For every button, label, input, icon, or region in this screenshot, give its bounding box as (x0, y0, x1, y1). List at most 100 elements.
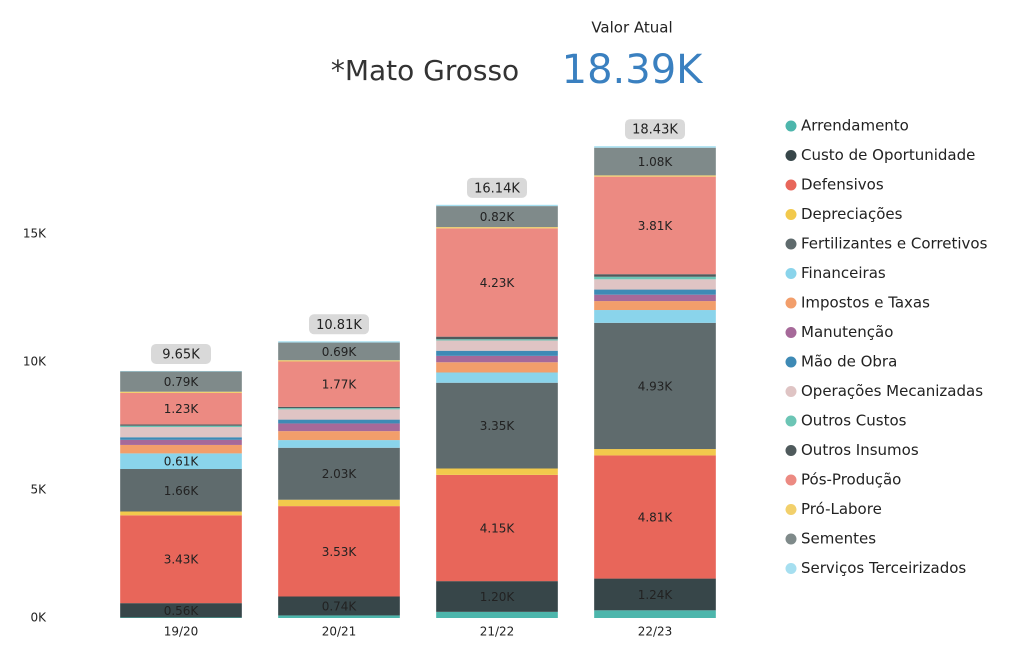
bar-segment (278, 360, 400, 362)
legend-swatch (785, 533, 797, 545)
legend-label: Pró-Labore (801, 500, 882, 518)
bar-segment (278, 406, 400, 409)
chart-title: *Mato Grosso (331, 54, 519, 87)
bar-segment (278, 447, 400, 500)
bar-segment (278, 361, 400, 407)
legend-swatch (785, 120, 797, 132)
segment-label: 0.69K (322, 345, 358, 359)
bar-segment (120, 603, 242, 618)
bar-segment (594, 175, 716, 177)
kpi-value: 18.39K (562, 47, 705, 93)
bar-segment (594, 455, 716, 579)
bar-segment (594, 578, 716, 611)
bar-segment (436, 362, 558, 373)
legend-label: Fertilizantes e Corretivos (801, 235, 988, 253)
legend-label: Serviços Terceirizados (801, 559, 966, 577)
bar-segment (120, 392, 242, 425)
legend-label: Defensivos (801, 176, 884, 194)
bar-segment (120, 444, 242, 454)
y-tick-label: 15K (23, 227, 47, 241)
segment-label: 1.77K (322, 378, 358, 392)
segment-label: 1.66K (164, 484, 200, 498)
legend-swatch (785, 504, 797, 515)
segment-label: 2.03K (322, 467, 358, 481)
segment-label: 1.20K (480, 590, 516, 604)
bar-segment (594, 289, 716, 295)
bar-segment (120, 427, 242, 438)
x-tick-label: 20/21 (322, 625, 357, 639)
segment-label: 0.56K (164, 604, 200, 618)
bar-segment (436, 336, 558, 340)
bar-segment (436, 372, 558, 383)
segment-label: 4.15K (480, 522, 516, 536)
legend-label: Sementes (801, 530, 876, 548)
legend-swatch (785, 209, 797, 220)
legend-swatch (785, 563, 797, 574)
bar-segment (120, 425, 242, 428)
x-tick-label: 21/22 (480, 625, 515, 639)
total-badge (309, 314, 369, 335)
x-tick-label: 19/20 (164, 625, 199, 639)
bar-segment (436, 228, 558, 337)
legend-label: Arrendamento (801, 117, 909, 135)
legend-label: Pós-Produção (801, 471, 901, 489)
segment-label: 3.53K (322, 545, 358, 559)
legend-label: Outros Insumos (801, 441, 919, 459)
legend-label: Outros Custos (801, 412, 907, 430)
segment-label: 0.74K (322, 599, 358, 613)
segment-label: 3.81K (638, 219, 674, 233)
bar-segment (278, 431, 400, 441)
segment-label: 4.93K (638, 379, 674, 393)
bar-segment (594, 146, 716, 148)
legend-swatch (785, 268, 797, 279)
x-tick-label: 22/23 (638, 625, 673, 639)
legend-swatch (785, 386, 797, 397)
legend-swatch (785, 327, 797, 338)
bar-segment (278, 440, 400, 448)
bar-segment (278, 419, 400, 424)
total-label: 10.81K (316, 318, 362, 333)
legend-swatch (785, 356, 797, 368)
bar-segment (436, 340, 558, 351)
segment-label: 0.61K (164, 455, 200, 469)
bar-segment (436, 581, 558, 612)
bar-segment (120, 515, 242, 604)
bar-segment (278, 596, 400, 616)
segment-label: 0.79K (164, 375, 200, 389)
segment-label: 4.23K (480, 276, 516, 290)
bar-segment (594, 274, 716, 277)
legend-label: Custo de Oportunidade (801, 146, 975, 164)
bar-segment (120, 391, 242, 393)
bar-segment (278, 499, 400, 507)
legend-label: Financeiras (801, 264, 886, 282)
bar-segment (436, 350, 558, 356)
bar-segment (278, 506, 400, 597)
bar-segment (594, 310, 716, 323)
bar-segment (120, 424, 242, 426)
bar-segment (436, 468, 558, 475)
bar-segment (436, 204, 558, 207)
legend-swatch (785, 474, 797, 486)
y-tick-label: 5K (30, 483, 47, 497)
bar-segment (594, 610, 716, 618)
bar-segment (120, 511, 242, 516)
bar-segment (594, 276, 716, 280)
bar-segment (594, 294, 716, 302)
kpi-caption: Valor Atual (591, 19, 672, 37)
segment-label: 3.43K (164, 553, 200, 567)
legend-label: Depreciações (801, 205, 903, 223)
bar-segment (278, 341, 400, 343)
segment-label: 0.82K (480, 210, 516, 224)
segment-label: 1.08K (638, 155, 674, 169)
total-label: 9.65K (162, 347, 200, 362)
bar-segment (278, 423, 400, 432)
legend-swatch (785, 150, 797, 161)
legend-swatch (785, 297, 797, 309)
legend-swatch (785, 415, 797, 427)
bar-segment (278, 615, 400, 618)
bar-segment (436, 206, 558, 228)
total-label: 18.43K (632, 123, 678, 138)
bar-segment (120, 617, 242, 618)
bar-segment (594, 449, 716, 456)
